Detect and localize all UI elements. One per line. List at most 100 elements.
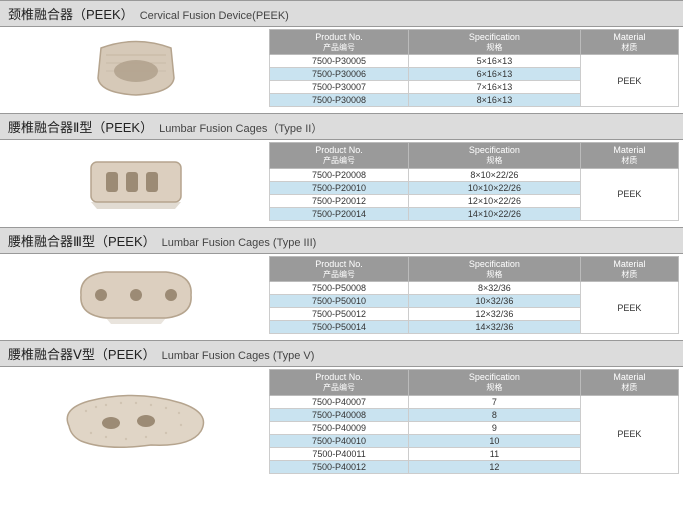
cell-specification: 12×10×22/26 bbox=[409, 194, 581, 207]
section-title-cn: 腰椎融合器Ⅲ型（PEEK） bbox=[8, 234, 156, 249]
section-title-cn: 腰椎融合器Ⅱ型（PEEK） bbox=[8, 120, 153, 135]
col-header-sp: Specification规格 bbox=[409, 30, 581, 55]
product-section: 颈椎融合器（PEEK）Cervical Fusion Device(PEEK) … bbox=[0, 0, 683, 109]
col-header-mt: Material材质 bbox=[580, 256, 678, 281]
col-header-main: Product No. bbox=[315, 372, 363, 382]
spec-table-wrap: Product No.产品编号Specification规格Material材质… bbox=[263, 29, 679, 107]
cell-specification: 9 bbox=[409, 421, 581, 434]
col-header-sub: 材质 bbox=[585, 43, 674, 53]
section-body: Product No.产品编号Specification规格Material材质… bbox=[0, 367, 683, 475]
col-header-sp: Specification规格 bbox=[409, 256, 581, 281]
col-header-main: Specification bbox=[469, 259, 520, 269]
col-header-sub: 产品编号 bbox=[274, 156, 404, 166]
table-row: 7500-P300055×16×13PEEK bbox=[270, 55, 679, 68]
cell-specification: 10×32/36 bbox=[409, 295, 581, 308]
col-header-main: Material bbox=[613, 372, 645, 382]
cell-product-no: 7500-P40009 bbox=[270, 421, 409, 434]
cell-specification: 8×10×22/26 bbox=[409, 168, 581, 181]
cell-product-no: 7500-P40010 bbox=[270, 434, 409, 447]
product-section: 腰椎融合器Ⅲ型（PEEK）Lumbar Fusion Cages (Type I… bbox=[0, 227, 683, 336]
spec-table-wrap: Product No.产品编号Specification规格Material材质… bbox=[263, 369, 679, 473]
product-section: 腰椎融合器Ⅴ型（PEEK） Lumbar Fusion Cages (Type V… bbox=[0, 340, 683, 475]
spec-table-wrap: Product No.产品编号Specification规格Material材质… bbox=[263, 142, 679, 220]
cell-specification: 5×16×13 bbox=[409, 55, 581, 68]
col-header-main: Specification bbox=[469, 32, 520, 42]
section-title-bar: 腰椎融合器Ⅱ型（PEEK）Lumbar Fusion Cages（Type II… bbox=[0, 113, 683, 140]
spec-table: Product No.产品编号Specification规格Material材质… bbox=[269, 142, 679, 220]
cell-product-no: 7500-P50008 bbox=[270, 282, 409, 295]
section-title-en: Cervical Fusion Device(PEEK) bbox=[140, 10, 289, 22]
product-section: 腰椎融合器Ⅱ型（PEEK）Lumbar Fusion Cages（Type II… bbox=[0, 113, 683, 222]
cell-specification: 7×16×13 bbox=[409, 81, 581, 94]
cell-product-no: 7500-P20010 bbox=[270, 181, 409, 194]
col-header-pn: Product No.产品编号 bbox=[270, 256, 409, 281]
table-row: 7500-P200088×10×22/26PEEK bbox=[270, 168, 679, 181]
cell-product-no: 7500-P50012 bbox=[270, 308, 409, 321]
col-header-pn: Product No.产品编号 bbox=[270, 370, 409, 395]
cell-product-no: 7500-P30008 bbox=[270, 94, 409, 107]
col-header-sub: 材质 bbox=[585, 156, 674, 166]
col-header-main: Material bbox=[613, 32, 645, 42]
col-header-sub: 材质 bbox=[585, 270, 674, 280]
cell-specification: 7 bbox=[409, 395, 581, 408]
section-body: Product No.产品编号Specification规格Material材质… bbox=[0, 27, 683, 109]
col-header-pn: Product No.产品编号 bbox=[270, 30, 409, 55]
col-header-main: Product No. bbox=[315, 145, 363, 155]
cell-specification: 8×16×13 bbox=[409, 94, 581, 107]
cell-product-no: 7500-P40012 bbox=[270, 460, 409, 473]
col-header-main: Specification bbox=[469, 145, 520, 155]
section-body: Product No.产品编号Specification规格Material材质… bbox=[0, 254, 683, 336]
cell-product-no: 7500-P50014 bbox=[270, 321, 409, 334]
product-image bbox=[8, 29, 263, 107]
spec-table: Product No.产品编号Specification规格Material材质… bbox=[269, 29, 679, 107]
col-header-sub: 产品编号 bbox=[274, 43, 404, 53]
cell-specification: 14×32/36 bbox=[409, 321, 581, 334]
col-header-main: Product No. bbox=[315, 32, 363, 42]
col-header-sp: Specification规格 bbox=[409, 370, 581, 395]
cell-material: PEEK bbox=[580, 55, 678, 107]
section-body: Product No.产品编号Specification规格Material材质… bbox=[0, 140, 683, 222]
col-header-mt: Material材质 bbox=[580, 30, 678, 55]
product-image bbox=[8, 256, 263, 334]
col-header-mt: Material材质 bbox=[580, 370, 678, 395]
cell-specification: 11 bbox=[409, 447, 581, 460]
cell-specification: 6×16×13 bbox=[409, 68, 581, 81]
col-header-sub: 规格 bbox=[413, 156, 576, 166]
col-header-sub: 规格 bbox=[413, 43, 576, 53]
cell-specification: 10×10×22/26 bbox=[409, 181, 581, 194]
cell-specification: 8×32/36 bbox=[409, 282, 581, 295]
section-title-en: Lumbar Fusion Cages (Type V) bbox=[162, 350, 315, 362]
col-header-main: Product No. bbox=[315, 259, 363, 269]
cell-product-no: 7500-P40008 bbox=[270, 408, 409, 421]
cell-product-no: 7500-P40011 bbox=[270, 447, 409, 460]
cell-specification: 12 bbox=[409, 460, 581, 473]
product-image bbox=[8, 142, 263, 220]
section-title-cn: 颈椎融合器（PEEK） bbox=[8, 7, 134, 22]
spec-table: Product No.产品编号Specification规格Material材质… bbox=[269, 369, 679, 473]
cell-product-no: 7500-P20014 bbox=[270, 207, 409, 220]
cell-specification: 14×10×22/26 bbox=[409, 207, 581, 220]
col-header-sp: Specification规格 bbox=[409, 143, 581, 168]
cell-product-no: 7500-P30006 bbox=[270, 68, 409, 81]
spec-table-wrap: Product No.产品编号Specification规格Material材质… bbox=[263, 256, 679, 334]
cell-material: PEEK bbox=[580, 282, 678, 334]
cell-product-no: 7500-P20008 bbox=[270, 168, 409, 181]
cell-product-no: 7500-P20012 bbox=[270, 194, 409, 207]
section-title-cn: 腰椎融合器Ⅴ型（PEEK） bbox=[8, 347, 156, 362]
col-header-mt: Material材质 bbox=[580, 143, 678, 168]
cell-specification: 8 bbox=[409, 408, 581, 421]
cell-material: PEEK bbox=[580, 395, 678, 473]
table-row: 7500-P400077PEEK bbox=[270, 395, 679, 408]
col-header-sub: 材质 bbox=[585, 383, 674, 393]
section-title-bar: 腰椎融合器Ⅲ型（PEEK）Lumbar Fusion Cages (Type I… bbox=[0, 227, 683, 254]
col-header-main: Material bbox=[613, 145, 645, 155]
table-row: 7500-P500088×32/36PEEK bbox=[270, 282, 679, 295]
col-header-sub: 产品编号 bbox=[274, 270, 404, 280]
product-image bbox=[8, 369, 263, 473]
spec-table: Product No.产品编号Specification规格Material材质… bbox=[269, 256, 679, 334]
col-header-sub: 规格 bbox=[413, 270, 576, 280]
col-header-main: Material bbox=[613, 259, 645, 269]
col-header-sub: 规格 bbox=[413, 383, 576, 393]
cell-product-no: 7500-P40007 bbox=[270, 395, 409, 408]
section-title-bar: 颈椎融合器（PEEK） Cervical Fusion Device(PEEK) bbox=[0, 0, 683, 27]
